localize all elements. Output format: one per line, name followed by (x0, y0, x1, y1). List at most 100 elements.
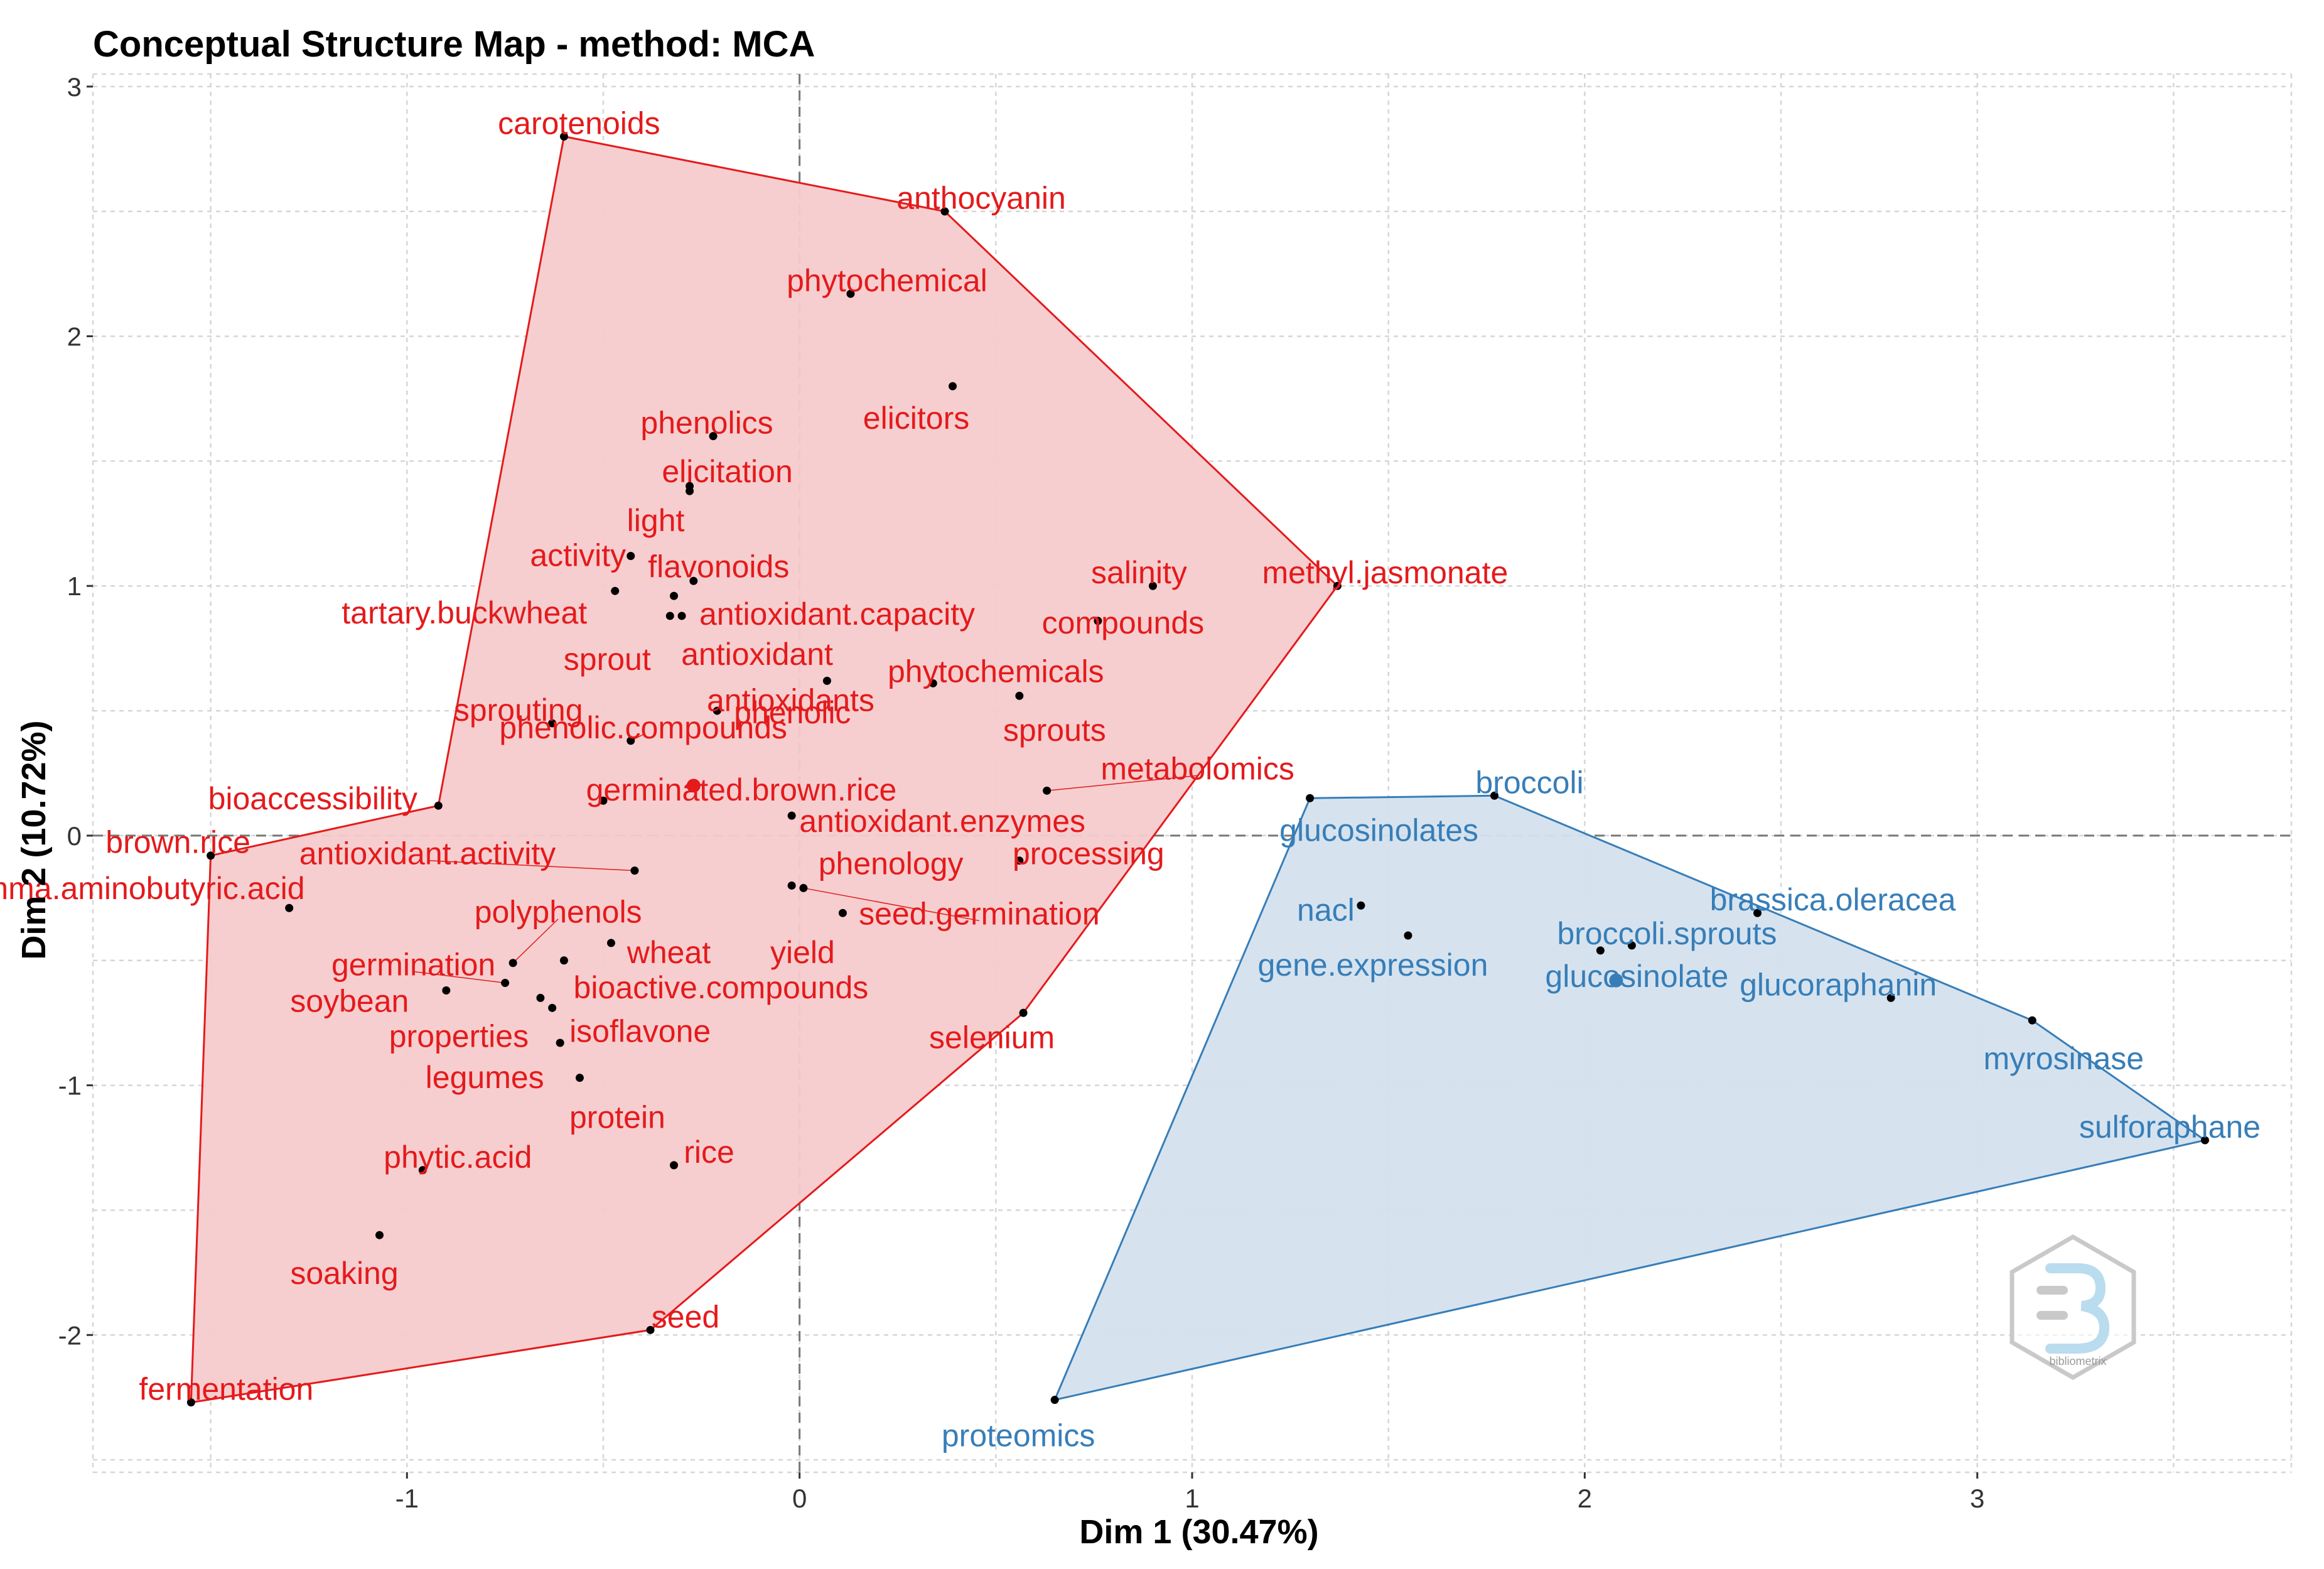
point-phytic-acid (418, 1166, 427, 1175)
label-protein: protein (569, 1100, 665, 1135)
label-gamma-aminobutyric-acid: gamma.aminobutyric.acid (0, 871, 305, 906)
point-legumes (556, 1038, 564, 1047)
point-gamma-aminobutyric-acid (285, 903, 294, 912)
label-elicitation: elicitation (662, 454, 792, 489)
cluster-2-centroid (1609, 973, 1623, 988)
point-wheat (606, 939, 615, 947)
leader-polyphenols (512, 919, 559, 964)
point-antioxidant (677, 612, 686, 620)
point-labels: carotenoids anthocyanin phytochemical elici… (0, 105, 2261, 1453)
label-polyphenols: polyphenols (475, 895, 642, 930)
x-tick-label: 2 (1578, 1484, 1592, 1513)
point-myrosinase (2028, 1016, 2036, 1025)
point-proteomics (1050, 1396, 1059, 1405)
label-sprouts: sprouts (1003, 713, 1106, 748)
point-gene-expression (1404, 931, 1412, 940)
point-light (686, 487, 694, 495)
label-yield: yield (770, 935, 835, 970)
label-brassica-oleracea: brassica.oleracea (1710, 882, 1956, 917)
y-axis-title: Dim 2 (10.72%) (15, 720, 53, 959)
label-selenium: selenium (929, 1020, 1055, 1055)
label-phenolic: phenolic (734, 695, 851, 730)
label-wheat: wheat (627, 935, 711, 970)
label-gene-expression: gene.expression (1257, 947, 1488, 983)
leader-metabolomics (1046, 775, 1198, 792)
label-light: light (627, 503, 685, 538)
point-phytochemical (846, 289, 855, 298)
point-germination (501, 979, 510, 988)
point-phenology (787, 881, 796, 890)
point-isoflavone (548, 1003, 557, 1012)
point-tartary-buckwheat (611, 586, 620, 595)
point-sprout (665, 612, 674, 620)
y-tick-label: -2 (58, 1320, 82, 1350)
point-fermentation (186, 1398, 195, 1407)
point-rice (670, 1161, 679, 1170)
leader-germination (413, 971, 505, 984)
chart-title: Conceptual Structure Map - method: MCA (93, 24, 815, 65)
point-processing (1015, 856, 1024, 865)
label-bioaccessibility: bioaccessibility (208, 781, 417, 816)
label-glucosinolate: glucosinolate (1545, 959, 1728, 994)
label-carotenoids: carotenoids (498, 105, 660, 141)
point-salinity (1148, 581, 1157, 590)
label-germinated-brown-rice: germinated.brown.rice (586, 772, 897, 807)
point-carotenoids (559, 132, 568, 141)
label-antioxidants: antioxidants (707, 682, 874, 718)
label-leader-lines (413, 734, 1198, 984)
point-soaking (375, 1231, 384, 1239)
point-phytochemicals (928, 679, 937, 687)
y-tick-label: -1 (58, 1071, 82, 1101)
leader-antioxidant-activity (427, 860, 635, 871)
label-tartary-buckwheat: tartary.buckwheat (342, 595, 587, 630)
point-antioxidant-enzymes (787, 811, 796, 820)
leader-seed-germination (803, 887, 980, 922)
point-soybean (442, 986, 451, 995)
label-broccoli-sprouts: broccoli.sprouts (1557, 916, 1777, 951)
label-antioxidant-enzymes: antioxidant.enzymes (799, 804, 1085, 839)
label-sulforaphane: sulforaphane (2079, 1109, 2261, 1145)
label-salinity: salinity (1091, 555, 1187, 590)
label-glucoraphanin: glucoraphanin (1740, 967, 1937, 1002)
x-tick-label: 3 (1970, 1484, 1984, 1513)
point-nacl (1357, 901, 1365, 910)
label-phytochemicals: phytochemicals (888, 654, 1104, 689)
label-seed: seed (652, 1299, 719, 1334)
y-tick-label: 3 (67, 72, 82, 102)
label-seed-germination: seed.germination (859, 896, 1100, 931)
label-nacl: nacl (1297, 892, 1355, 927)
label-methyl-jasmonate: methyl.jasmonate (1262, 555, 1508, 590)
label-metabolomics: metabolomics (1100, 751, 1294, 786)
label-proteomics: proteomics (942, 1418, 1095, 1453)
label-processing: processing (1013, 836, 1165, 871)
label-sprout: sprout (564, 642, 651, 677)
point-antioxidant-capacity (670, 591, 679, 600)
label-broccoli: broccoli (1475, 765, 1583, 800)
label-phytic-acid: phytic.acid (384, 1140, 532, 1175)
point-brassica-oleracea (1753, 909, 1762, 917)
y-tick-label: 0 (67, 821, 82, 851)
label-soaking: soaking (290, 1256, 398, 1291)
point-protein (575, 1074, 584, 1082)
point-phenolic (713, 706, 721, 715)
point-phenolics (709, 432, 718, 441)
label-properties: properties (389, 1018, 529, 1054)
point-phenolic-compounds (627, 736, 635, 745)
point-brown-rice (207, 851, 215, 860)
x-tick-label: -1 (395, 1484, 419, 1513)
x-tick-label: 1 (1185, 1484, 1199, 1513)
axes: -1 0 1 2 3 -2 -1 0 1 2 3 (58, 72, 1985, 1513)
point-broccoli-sprouts (1627, 941, 1636, 950)
label-bioactive-compounds: bioactive.compounds (574, 970, 869, 1005)
point-germinated-brown-rice (599, 796, 608, 805)
watermark-bar (2036, 1286, 2068, 1295)
x-axis-title: Dim 1 (30.47%) (1079, 1513, 1318, 1551)
label-compounds: compounds (1042, 605, 1205, 640)
label-phenolics: phenolics (640, 406, 773, 441)
point-glucoraphanin (1886, 993, 1895, 1002)
point-anthocyanin (940, 207, 949, 216)
label-rice: rice (684, 1135, 734, 1170)
point-selenium (1019, 1008, 1028, 1017)
point-polyphenols (508, 959, 517, 968)
